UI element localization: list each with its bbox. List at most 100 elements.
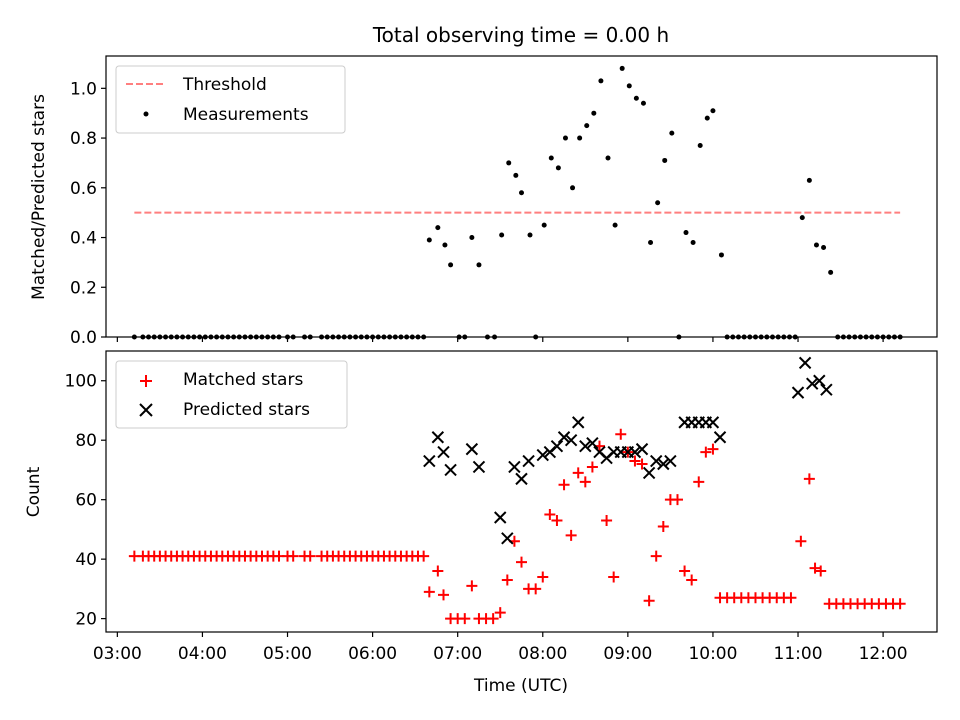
- matched-star-point: [487, 613, 499, 625]
- measurement-point: [562, 135, 568, 141]
- matched-star-point: [643, 595, 655, 607]
- measurement-point: [669, 130, 675, 136]
- predicted-star-point: [564, 433, 578, 447]
- predicted-star-point: [465, 442, 479, 456]
- matched-star-point: [809, 562, 821, 574]
- legend-matched-label: Matched stars: [183, 370, 303, 390]
- bottom-y-tick-label: 80: [75, 431, 97, 451]
- matched-star-point: [601, 514, 613, 526]
- matched-star-point: [650, 550, 662, 562]
- top-marks: [131, 65, 903, 340]
- top-y-tick-label: 0.6: [70, 179, 97, 199]
- measurement-point: [448, 262, 454, 268]
- matched-star-point: [530, 583, 542, 595]
- legend-predicted-label: Predicted stars: [183, 400, 310, 420]
- top-y-axis-label: Matched/Predicted stars: [29, 94, 49, 300]
- predicted-star-point: [657, 457, 670, 471]
- top-panel-frame: [105, 55, 938, 338]
- predicted-star-point: [572, 416, 585, 429]
- matched-star-point: [636, 458, 648, 470]
- x-tick-label: 07:00: [433, 644, 482, 664]
- matched-star-point: [815, 565, 827, 577]
- matched-star-point: [565, 529, 577, 541]
- measurement-point: [519, 190, 524, 196]
- top-y-tick-label: 0.2: [70, 278, 97, 298]
- measurement-point: [828, 269, 834, 275]
- matched-star-point: [501, 574, 513, 586]
- bottom-y-ticks: 20 40 60 80 100: [65, 372, 106, 630]
- matched-star-point: [894, 598, 906, 610]
- matched-star-point: [629, 455, 641, 467]
- measurement-point: [813, 242, 819, 248]
- predicted-star-point: [579, 439, 592, 453]
- measurement-point: [527, 232, 533, 238]
- matched-star-point: [432, 565, 444, 577]
- matched-star-point: [494, 607, 506, 619]
- measurement-point: [697, 143, 703, 149]
- bottom-y-tick-label: 20: [75, 610, 97, 630]
- matched-star-point: [608, 571, 620, 583]
- top-y-tick-label: 0.8: [70, 129, 97, 149]
- measurement-point: [426, 237, 432, 243]
- measurement-point: [806, 177, 812, 183]
- matched-star-point: [785, 592, 797, 604]
- measurement-point: [476, 262, 482, 268]
- measurement-point: [648, 240, 654, 246]
- matched-star-point: [795, 535, 807, 547]
- x-tick-label: 12:00: [859, 644, 908, 664]
- predicted-star-point: [444, 463, 457, 477]
- predicted-star-point: [650, 454, 663, 468]
- measurement-point: [690, 240, 696, 246]
- bottom-x-ticks: 03:00 04:00 05:00 06:00 07:00 08:00 09:00 10:00…: [93, 632, 908, 664]
- bottom-legend-box: [115, 360, 348, 429]
- measurement-point: [683, 230, 689, 236]
- legend-measurements-label: Measurements: [183, 105, 309, 125]
- predicted-star-point: [536, 448, 549, 462]
- matched-star-point: [615, 428, 627, 440]
- predicted-star-point: [515, 472, 528, 486]
- predicted-star-point: [557, 431, 571, 444]
- measurement-point: [541, 222, 547, 228]
- matched-star-point: [304, 550, 316, 562]
- x-tick-label: 05:00: [263, 644, 312, 664]
- measurement-point: [710, 108, 716, 114]
- measurement-point: [619, 65, 625, 71]
- matched-star-point: [657, 520, 669, 532]
- top-legend: Threshold Measurements: [115, 65, 346, 134]
- bottom-panel-frame: [105, 350, 938, 633]
- measurement-point: [633, 95, 639, 101]
- x-tick-label: 11:00: [774, 644, 823, 664]
- legend-predicted-swatch: [139, 403, 153, 417]
- top-legend-box: [115, 65, 346, 134]
- matched-star-point: [537, 571, 549, 583]
- matched-star-point: [579, 476, 591, 488]
- predicted-star-point: [508, 460, 521, 474]
- matched-star-point: [459, 613, 471, 625]
- measurement-point: [662, 157, 668, 163]
- predicted-star-point: [550, 439, 564, 453]
- x-tick-label: 06:00: [348, 644, 397, 664]
- predicted-star-point: [431, 431, 445, 444]
- top-y-tick-label: 0.0: [70, 328, 97, 348]
- predicted-star-point: [813, 374, 826, 387]
- measurement-point: [469, 235, 475, 241]
- measurement-point: [570, 185, 576, 191]
- measurement-point: [555, 165, 561, 171]
- top-y-tick-label: 1.0: [70, 79, 97, 99]
- legend-measurements-swatch: [143, 111, 149, 117]
- x-tick-label: 09:00: [603, 644, 652, 664]
- top-x-ticks: [116, 337, 884, 342]
- matched-star-point: [707, 443, 719, 455]
- top-y-tick-label: 0.4: [70, 229, 97, 249]
- predicted-star-point: [806, 377, 819, 390]
- measurement-point: [499, 232, 505, 238]
- predicted-star-point: [472, 460, 486, 474]
- predicted-star-point: [628, 445, 642, 459]
- measurement-point: [718, 252, 724, 258]
- matched-star-point: [438, 589, 450, 601]
- matched-star-point: [516, 556, 527, 568]
- predicted-star-point: [437, 445, 450, 459]
- measurement-point: [442, 242, 448, 248]
- predicted-star-point: [798, 356, 812, 370]
